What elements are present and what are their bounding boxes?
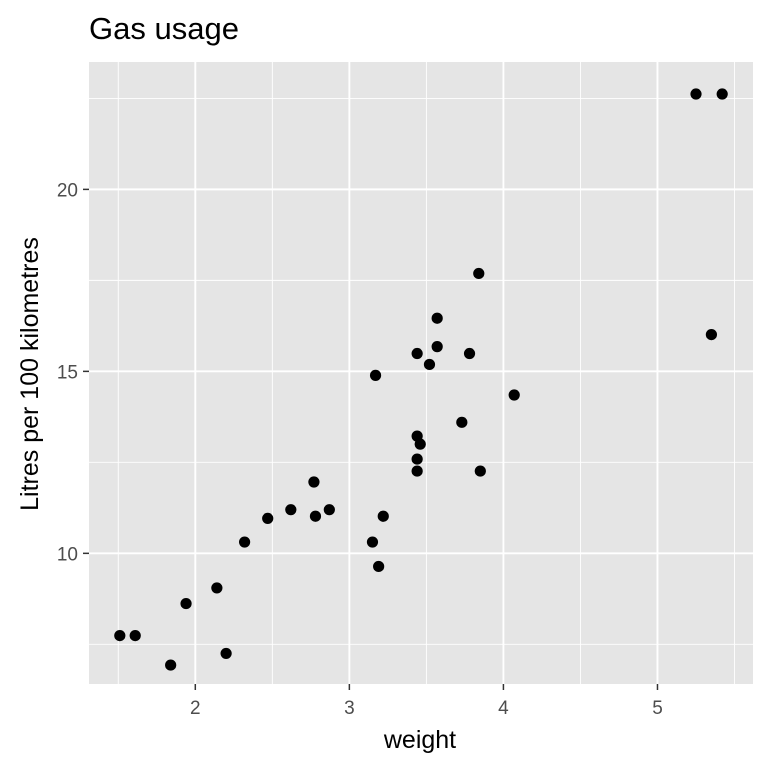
data-point (366, 536, 379, 548)
x-tick-label: 2 (190, 698, 201, 719)
y-tick-label: 20 (57, 180, 78, 201)
x-axis-ticks: 2 3 4 5 (190, 684, 663, 719)
data-point (431, 341, 443, 353)
y-axis-ticks: 10 15 20 (57, 180, 89, 565)
plot-panel (89, 62, 753, 684)
data-point (373, 560, 385, 573)
x-axis-label: weight (383, 726, 456, 754)
data-point (211, 582, 223, 594)
data-point (690, 88, 702, 100)
data-point (508, 389, 520, 401)
data-point (369, 369, 382, 381)
y-axis-label: Litres per 100 kilometres (16, 237, 44, 511)
data-point (262, 512, 274, 525)
x-tick-label: 5 (652, 698, 663, 719)
data-point (716, 88, 728, 100)
data-point (323, 504, 335, 516)
data-point (239, 536, 251, 548)
data-point (114, 629, 126, 642)
x-tick-label: 4 (498, 698, 509, 719)
data-point (411, 465, 423, 477)
data-points (114, 88, 728, 671)
minor-gridlines (89, 62, 753, 684)
major-gridlines (89, 62, 753, 684)
data-point (456, 416, 468, 428)
data-point (463, 347, 476, 360)
x-tick-label: 3 (344, 698, 355, 719)
chart-title: Gas usage (89, 11, 239, 46)
data-point (308, 476, 320, 488)
y-tick-label: 15 (57, 362, 78, 383)
data-point (220, 647, 232, 660)
data-point (414, 438, 426, 450)
data-point (474, 465, 486, 477)
data-point (431, 312, 443, 324)
data-point (377, 510, 389, 522)
data-point (411, 347, 423, 360)
data-point (165, 659, 177, 671)
data-point (285, 504, 297, 516)
data-point (423, 358, 436, 371)
data-point (411, 453, 423, 465)
data-point (473, 267, 485, 280)
data-point (309, 510, 322, 522)
data-point (129, 629, 141, 642)
data-point (705, 329, 718, 341)
data-point (180, 597, 192, 610)
y-tick-label: 10 (57, 544, 78, 565)
